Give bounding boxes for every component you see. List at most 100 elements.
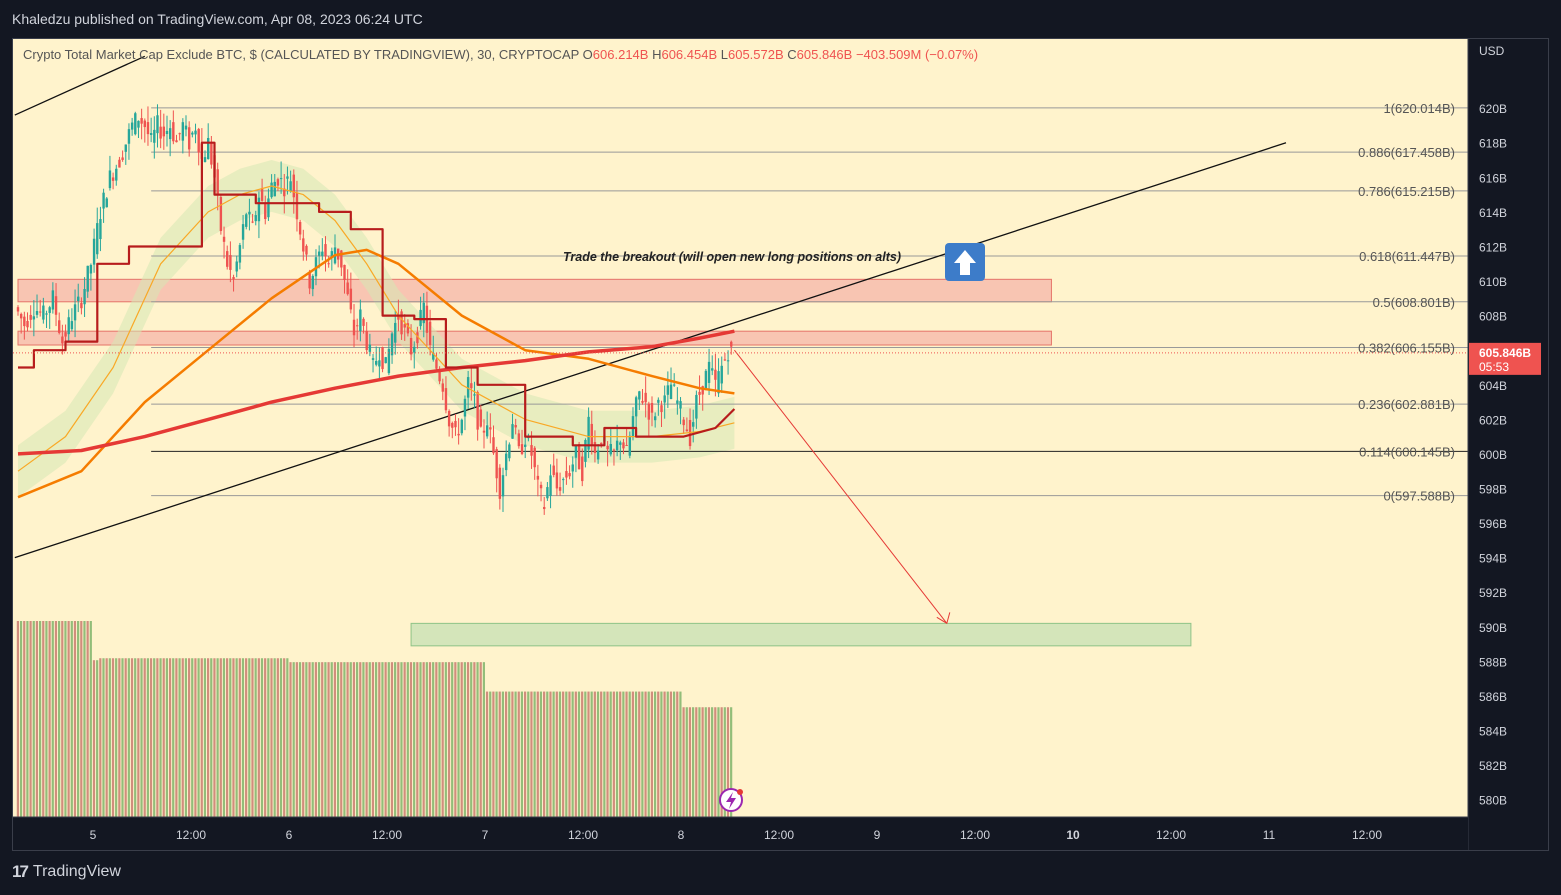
chart-area[interactable]: 1(620.014B) 0.886(617.458B) 0.786(615.215B… [12,38,1549,851]
candle-body [416,332,419,344]
volume-bar [485,691,489,817]
volume-bar [124,658,127,817]
candle-body [470,383,473,389]
volume-bar [628,691,631,817]
candle-body [308,272,311,289]
volume-bar [711,707,714,817]
candle-body [400,311,403,335]
candle-body [83,289,86,305]
candle-body [362,318,365,326]
volume-bar [140,658,143,817]
volume-bar [32,621,35,817]
candle-body [460,419,463,434]
volume-bar [207,658,210,817]
ma-short-line [17,185,735,472]
candle-body [118,159,121,168]
candle-body [625,445,628,447]
candle-body [596,450,600,460]
y-tick-label: 620B [1479,102,1507,116]
candle-body [562,479,565,481]
up-arrow-icon [954,250,976,275]
y-tick-label: 596B [1479,517,1507,531]
candle-body [476,392,479,430]
volume-bar [568,691,571,817]
candle-body [717,371,720,394]
volume-bar [679,691,682,817]
volume-bar [118,658,121,817]
volume-bar [80,621,83,817]
volume-bar [730,707,733,817]
candle-body [584,439,587,462]
candle-body [175,140,178,143]
candle-body [257,197,261,222]
candle-body [511,424,514,439]
candle-body [70,321,74,330]
volume-bar [162,658,165,817]
volume-bar [527,691,530,817]
volume-bar [409,662,413,817]
y-tick-label: 616B [1479,171,1507,185]
volume-bar [241,658,245,817]
ohlc-open-label: O [579,47,593,62]
candle-body [23,316,26,327]
candle-body [581,456,584,482]
volume-bar [58,621,61,817]
volume-bar [612,691,615,817]
volume-bar [165,658,168,817]
candle-body [435,359,438,369]
volume-bar [657,691,660,817]
volume-bar [451,662,454,817]
volume-bar [717,707,720,817]
volume-bar [153,658,156,817]
projection-arrow-line [734,349,948,624]
volume-bar [156,658,159,817]
candle-body [653,416,657,421]
y-tick-label: 588B [1479,655,1507,669]
volume-bar [175,658,178,817]
volume-bar [422,662,425,817]
candle-body [181,122,185,141]
volume-bar [89,621,92,817]
volume-bar [371,662,375,817]
volume-bar [454,662,457,817]
volume-bar [596,691,600,817]
tradingview-logo[interactable]: 17 TradingView [12,862,121,882]
volume-bar [70,621,73,817]
candle-body [108,170,112,189]
candle-body [19,313,23,319]
candle-body [96,223,99,255]
volume-bar [314,662,317,817]
candle-body [219,196,223,232]
candle-body [669,384,673,399]
volume-bar [235,658,238,817]
candle-body [650,402,654,413]
volume-bar [203,658,207,817]
ma-long-line [17,329,735,456]
volume-bar [466,662,470,817]
ohlc-high-label: H [648,47,661,62]
candle-body [546,487,549,499]
volume-bar [35,621,39,817]
x-tick-label: 8 [678,828,685,842]
candle-body [451,422,454,428]
candle-body [387,348,391,374]
candle-body [514,425,517,428]
candle-body [571,464,574,472]
ohlc-close-label: C [784,47,797,62]
price-chart[interactable]: 1(620.014B) 0.886(617.458B) 0.786(615.215B… [13,39,1548,850]
candle-body [264,204,267,220]
candle-body [660,405,663,413]
kijun-line [18,141,736,447]
candle-body [86,265,89,292]
volume-bar [432,662,435,817]
candle-body [492,437,495,454]
candle-body [441,383,444,392]
candle-body [355,325,359,327]
volume-bar [543,691,546,817]
volume-bar [460,662,463,817]
volume-bar [92,660,96,817]
volume-bar [552,691,555,817]
volume-bar [295,662,298,817]
candle-body [143,120,146,128]
last-price-value: 605.846B [1479,346,1531,360]
